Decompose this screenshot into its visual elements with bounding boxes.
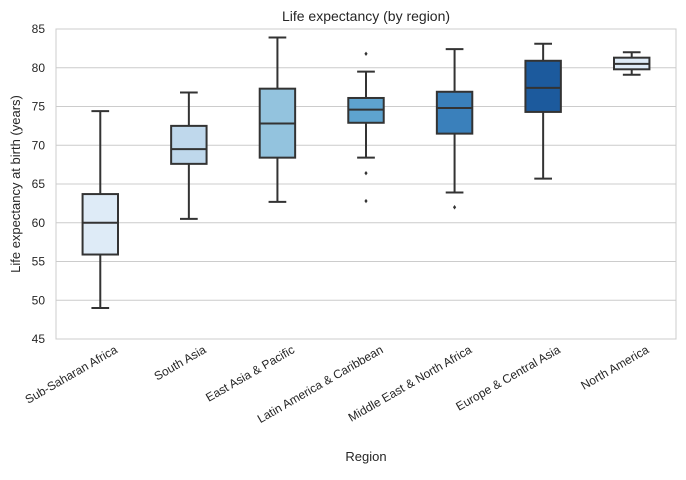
outlier-point bbox=[364, 170, 368, 176]
y-tick-label: 50 bbox=[32, 293, 46, 307]
box-group bbox=[170, 91, 208, 220]
box-group bbox=[435, 48, 474, 210]
y-tick-label: 75 bbox=[32, 100, 46, 114]
y-axis-label: Life expectancy at birth (years) bbox=[8, 95, 23, 273]
y-tick-label: 65 bbox=[32, 177, 46, 191]
y-tick-label: 70 bbox=[32, 138, 46, 152]
outlier-point bbox=[452, 205, 457, 210]
box-body bbox=[435, 90, 474, 135]
y-tick-labels: 45 50 55 60 65 70 75 80 85 bbox=[32, 22, 46, 346]
y-tick-label: 85 bbox=[32, 22, 46, 36]
box-group bbox=[347, 51, 385, 204]
outlier-point bbox=[364, 198, 368, 204]
x-tick-label: North America bbox=[578, 342, 651, 392]
box-group bbox=[524, 42, 562, 180]
outlier-point bbox=[364, 51, 368, 56]
box-group bbox=[81, 110, 119, 309]
x-tick-label: East Asia & Pacific bbox=[203, 342, 297, 404]
box-body bbox=[81, 193, 119, 256]
chart-title: Life expectancy (by region) bbox=[282, 8, 450, 24]
y-tick-label: 45 bbox=[32, 332, 46, 346]
y-tick-label: 60 bbox=[32, 216, 46, 230]
box-body bbox=[170, 124, 208, 165]
plot-frame bbox=[55, 28, 677, 340]
box-group bbox=[258, 36, 297, 203]
y-tick-label: 80 bbox=[32, 61, 46, 75]
x-tick-label: South Asia bbox=[152, 342, 209, 383]
box-group bbox=[613, 51, 651, 76]
x-tick-label: Sub-Saharan Africa bbox=[23, 342, 120, 406]
box-layer bbox=[81, 36, 651, 309]
y-tick-label: 55 bbox=[32, 255, 46, 269]
box-body bbox=[524, 59, 562, 113]
x-axis-label: Region bbox=[345, 449, 386, 464]
